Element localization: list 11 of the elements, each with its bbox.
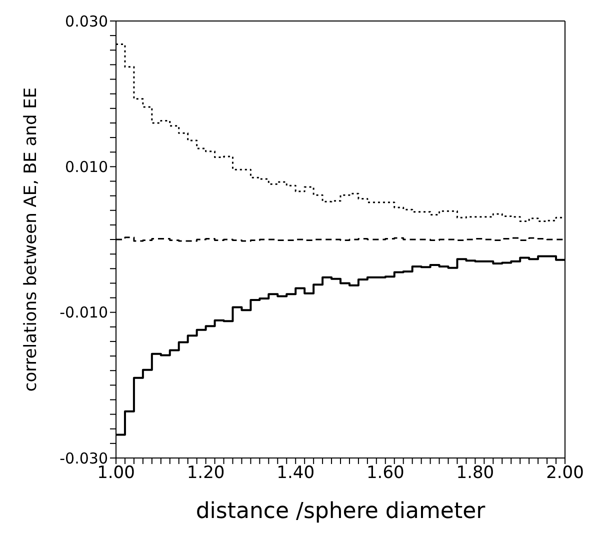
x-tick-label: 1.80	[456, 463, 494, 484]
x-axis-title: distance /sphere diameter	[196, 499, 486, 524]
y-tick-label: 0.010	[65, 158, 108, 176]
x-tick-label: 1.40	[276, 463, 315, 484]
y-tick-label: 0.030	[65, 12, 108, 30]
y-tick-label: -0.010	[60, 304, 108, 322]
x-tick-label: 2.00	[546, 463, 584, 484]
y-axis-title: correlations between AE, BE and EE	[21, 87, 42, 392]
x-tick-label: 1.00	[97, 463, 135, 484]
x-tick-label: 1.20	[186, 463, 225, 484]
x-tick-label: 1.60	[366, 463, 404, 484]
